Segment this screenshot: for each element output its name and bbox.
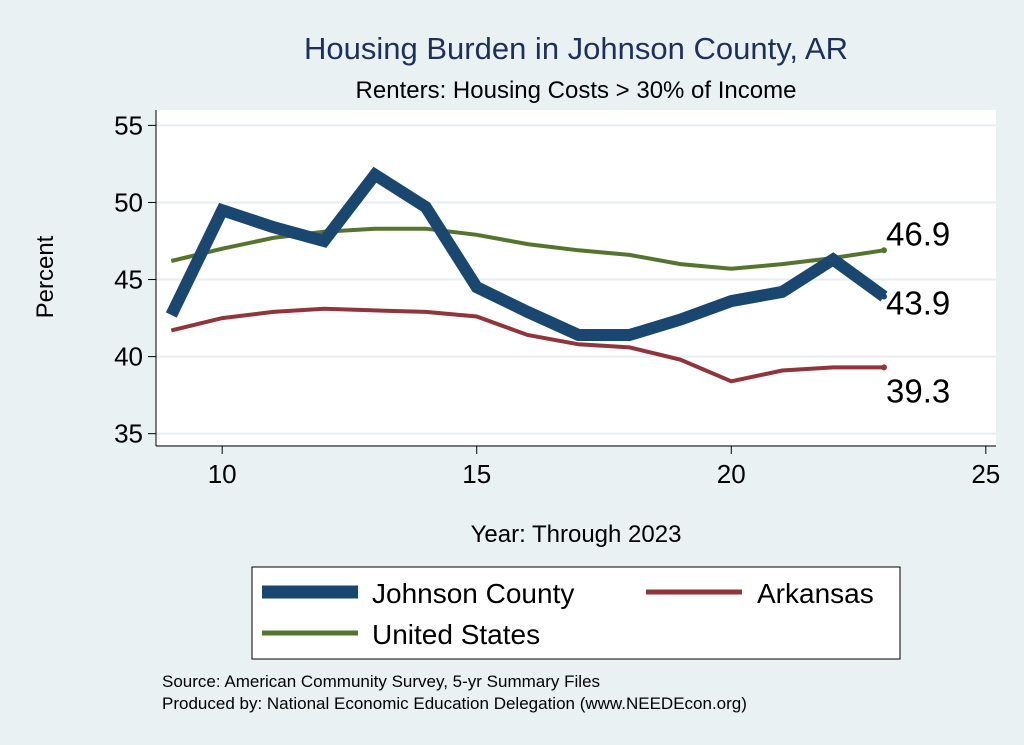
y-axis-ticks: 35 40 45 50 55	[114, 110, 156, 449]
series-lines	[165, 166, 888, 384]
chart-subtitle: Renters: Housing Costs > 30% of Income	[356, 77, 797, 104]
y-tick-label: 45	[114, 265, 143, 295]
legend-label-united-states: United States	[372, 619, 540, 650]
end-label-arkansas: 39.3	[886, 372, 950, 409]
source-line: Source: American Community Survey, 5-yr …	[162, 672, 600, 691]
series-line-johnson-county	[165, 166, 888, 341]
legend-label-arkansas: Arkansas	[757, 578, 874, 609]
end-point-johnson-county	[881, 293, 887, 300]
y-tick-label: 35	[114, 419, 143, 449]
chart-title: Housing Burden in Johnson County, AR	[304, 31, 848, 66]
y-tick-label: 50	[114, 187, 143, 217]
end-point-arkansas	[881, 364, 887, 371]
y-tick-label: 55	[114, 110, 143, 140]
producer-line: Produced by: National Economic Education…	[162, 694, 747, 713]
x-tick-label: 25	[971, 459, 1000, 489]
x-tick-label: 20	[717, 459, 746, 489]
end-label-united-states: 46.9	[886, 215, 950, 252]
legend-label-johnson-county: Johnson County	[372, 578, 574, 609]
end-labels: 43.9 39.3 46.9	[881, 215, 950, 409]
end-point-united-states	[881, 247, 887, 254]
x-tick-label: 10	[208, 459, 237, 489]
x-axis-title: Year: Through 2023	[471, 521, 682, 548]
x-tick-label: 15	[462, 459, 491, 489]
legend-box	[251, 566, 901, 660]
series-line-arkansas	[170, 306, 884, 384]
y-axis-title: Percent	[32, 235, 59, 318]
plot-area	[156, 110, 996, 445]
x-axis-ticks: 10 15 20 25	[208, 446, 1000, 489]
end-label-johnson-county: 43.9	[886, 284, 950, 321]
y-tick-label: 40	[114, 342, 143, 372]
